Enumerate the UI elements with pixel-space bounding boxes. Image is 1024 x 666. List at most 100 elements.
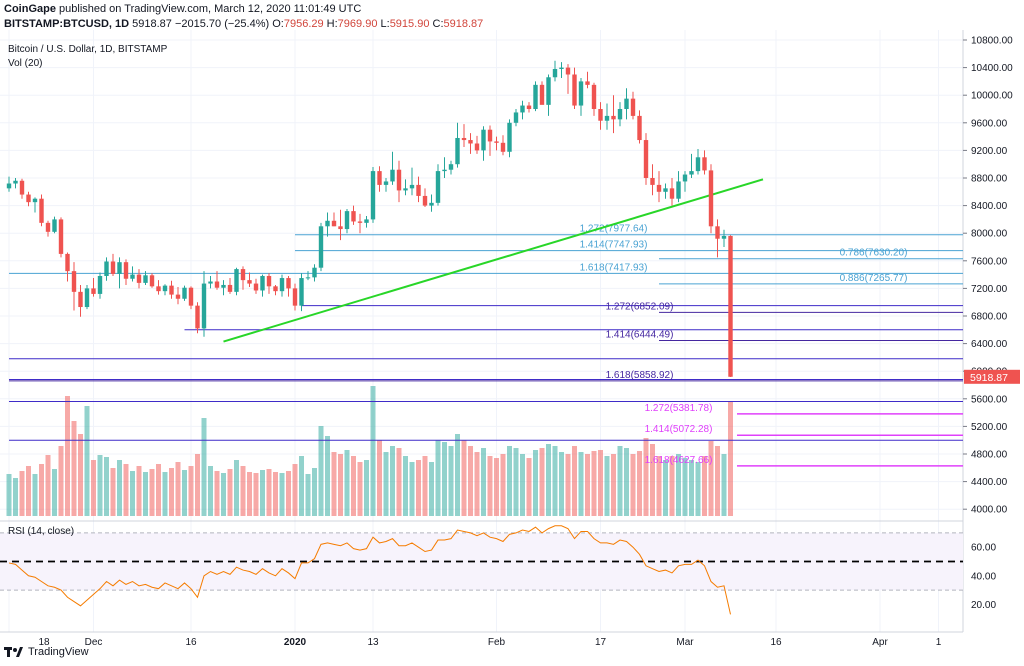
volume-bar (175, 462, 181, 516)
time-tick-label: 18 (38, 637, 50, 648)
candle (130, 266, 135, 282)
candle (468, 133, 473, 154)
volume-bar (487, 456, 493, 516)
candle (52, 216, 57, 234)
price-tick-label: 10000.00 (971, 91, 1013, 102)
candle-body (702, 157, 707, 171)
candle (175, 287, 181, 305)
time-axis[interactable]: 18 Dec 16 2020 13 Feb 17 Mar 16 Apr 1 (38, 637, 941, 648)
volume-bar (500, 454, 506, 516)
volume-bar (32, 474, 38, 516)
publisher-name[interactable]: CoinGape (4, 3, 56, 15)
price-tick-label: 6800.00 (971, 312, 1008, 323)
volume-bar (240, 466, 246, 516)
volume-bar (143, 472, 148, 516)
volume-bar (572, 446, 577, 516)
candle (611, 95, 616, 134)
candle-body (71, 271, 77, 292)
volume-bar (182, 470, 187, 516)
candle-body (383, 181, 389, 185)
brand-label[interactable]: TradingView (28, 646, 89, 658)
ohlc-line: BITSTAMP:BTCUSD, 1D 5918.87 −2015.70 (−2… (4, 17, 483, 32)
candle (650, 164, 655, 196)
candle-body (591, 84, 597, 109)
candle-body (513, 112, 519, 123)
candle-body (331, 220, 337, 227)
volume-bar (331, 452, 337, 516)
volume-bar (227, 469, 233, 516)
candle-body (409, 184, 415, 189)
trend-line[interactable] (223, 178, 764, 343)
volume-bar (643, 438, 649, 516)
price-tick-label: 7600.00 (971, 256, 1008, 267)
candle (617, 102, 623, 127)
candle (214, 271, 220, 290)
price-tick-label: 6400.00 (971, 339, 1008, 350)
candle (325, 212, 330, 237)
candle-body (286, 278, 291, 289)
candle (591, 82, 597, 116)
candle-body (416, 184, 421, 196)
fib-label: 1.272(5381.78) (645, 403, 713, 414)
candle-body (676, 181, 681, 199)
candle (500, 135, 506, 156)
volume-bar (97, 455, 103, 516)
volume-bar (65, 396, 70, 516)
candle-body (520, 105, 525, 113)
volume-bar (149, 469, 155, 516)
candle (708, 164, 714, 234)
candle-body (494, 141, 499, 143)
candle (663, 183, 668, 199)
price-tick-label: 9200.00 (971, 146, 1008, 157)
candle-body (448, 164, 454, 170)
candle (533, 81, 538, 112)
candle-body (175, 294, 181, 299)
candle (604, 103, 610, 130)
candle-body (578, 81, 584, 106)
rsi-tick-label: 60.00 (971, 543, 996, 554)
candle (357, 213, 363, 234)
candle-body (208, 281, 213, 284)
candle (338, 209, 343, 241)
candle-body (487, 129, 493, 142)
volume-bar (312, 468, 317, 516)
volume-bar (624, 448, 629, 516)
candle (195, 302, 200, 334)
volume-bar (442, 442, 447, 516)
volume-bar (481, 448, 486, 516)
volume-bar (676, 454, 681, 516)
volume-bar (247, 472, 252, 516)
candle-body (370, 171, 376, 220)
candle (247, 272, 252, 288)
tradingview-logo-icon[interactable] (4, 645, 24, 659)
candle (689, 153, 694, 178)
candle-body (403, 188, 408, 191)
candle (221, 280, 226, 296)
volume-bar (318, 426, 324, 516)
candle (728, 235, 733, 377)
candle (305, 271, 311, 281)
candle-body (396, 169, 402, 191)
volume-bar (663, 460, 668, 516)
volume-bar (604, 456, 610, 516)
price-tick-label: 8400.00 (971, 201, 1008, 212)
volume-bar (494, 458, 499, 516)
volume-bar (162, 472, 168, 516)
rsi-label: RSI (14, close) (8, 526, 74, 537)
candle-body (292, 288, 298, 306)
candle (19, 178, 25, 199)
candle (39, 194, 44, 227)
candle (78, 284, 83, 317)
price-tick-label: 9600.00 (971, 118, 1008, 129)
last-price: 5918.87 (132, 18, 172, 30)
candle-body (6, 183, 12, 189)
candle-body (533, 84, 538, 109)
volume-bar (702, 456, 707, 516)
volume-bar (650, 444, 655, 516)
candle (182, 285, 187, 301)
volume-bar (669, 456, 675, 516)
candle-body (299, 278, 304, 306)
candle (58, 217, 64, 258)
fib-label: 1.414(5072.28) (645, 424, 713, 435)
